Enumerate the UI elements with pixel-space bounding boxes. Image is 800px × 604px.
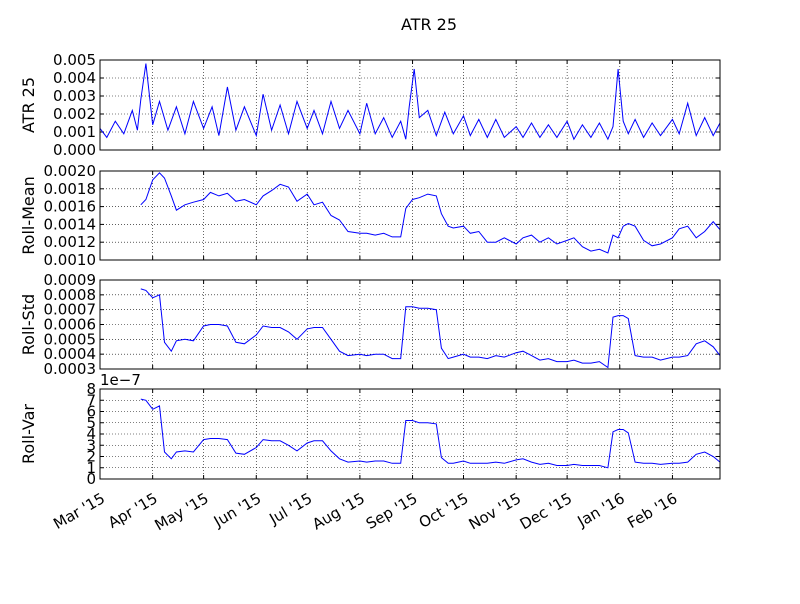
y-tick-label: 0.0014 xyxy=(44,215,97,233)
plot-frame xyxy=(99,59,721,151)
x-tick-label: Jan '16 xyxy=(574,489,628,531)
y-tick-label: 5 xyxy=(86,414,96,432)
y-axis-label: Roll-Std xyxy=(19,294,38,355)
y-tick-label: 0.0009 xyxy=(44,271,97,289)
x-tick-label: Jul '15 xyxy=(265,489,315,528)
y-tick-label: 0.0018 xyxy=(44,180,97,198)
y-scale-multiplier: 1e−7 xyxy=(100,371,141,389)
x-tick-label: Dec '15 xyxy=(517,489,575,533)
y-tick-label: 1 xyxy=(86,459,96,477)
y-tick-label: 0.0010 xyxy=(44,251,97,269)
y-tick-label: 0.0020 xyxy=(44,162,97,180)
y-axis-label: Roll-Mean xyxy=(19,176,38,254)
plot-frame xyxy=(99,388,721,480)
y-tick-label: 6 xyxy=(86,403,96,421)
x-tick-label: Feb '16 xyxy=(624,489,680,532)
x-tick-label: Nov '15 xyxy=(466,489,525,533)
chart-title: ATR 25 xyxy=(401,15,457,34)
y-tick-label: 4 xyxy=(86,425,96,443)
y-tick-label: 7 xyxy=(86,391,96,409)
y-tick-label: 0.003 xyxy=(53,87,96,105)
y-tick-label: 0.000 xyxy=(53,141,96,159)
x-tick-label: Oct '15 xyxy=(416,489,472,532)
series-line xyxy=(140,288,721,369)
x-tick-label: Mar '15 xyxy=(50,489,108,533)
x-tick-label: Aug '15 xyxy=(309,489,368,533)
y-tick-label: 0.0003 xyxy=(44,360,97,378)
y-tick-label: 8 xyxy=(86,380,96,398)
panel-3: 0.00030.00040.00050.00060.00070.00080.00… xyxy=(19,271,721,378)
y-tick-label: 0.004 xyxy=(53,69,96,87)
series-line xyxy=(140,172,721,254)
plot-frame xyxy=(99,170,721,261)
plot-area xyxy=(100,60,720,150)
y-tick-label: 0 xyxy=(86,470,96,488)
y-tick-label: 0.0004 xyxy=(44,345,97,363)
series-line xyxy=(140,398,721,469)
x-tick-label: May '15 xyxy=(152,489,212,534)
y-tick-label: 0.0006 xyxy=(44,316,97,334)
y-tick-label: 0.005 xyxy=(53,51,96,69)
y-tick-label: 0.0005 xyxy=(44,330,97,348)
x-tick-label: Jun '15 xyxy=(210,489,264,531)
y-tick-label: 0.0016 xyxy=(44,198,97,216)
y-tick-label: 3 xyxy=(86,436,96,454)
y-tick-label: 0.001 xyxy=(53,123,96,141)
plot-area xyxy=(100,171,720,260)
y-axis-label: ATR 25 xyxy=(19,77,38,133)
plot-frame xyxy=(99,279,721,370)
x-tick-label: Apr '15 xyxy=(105,489,161,532)
y-axis-label: Roll-Var xyxy=(19,404,38,464)
y-tick-label: 0.002 xyxy=(53,105,96,123)
y-tick-label: 2 xyxy=(86,448,96,466)
x-tick-label: Sep '15 xyxy=(363,489,421,533)
y-tick-label: 0.0012 xyxy=(44,233,97,251)
y-tick-label: 0.0008 xyxy=(44,286,97,304)
series-line xyxy=(99,63,721,141)
y-tick-label: 0.0007 xyxy=(44,301,97,319)
